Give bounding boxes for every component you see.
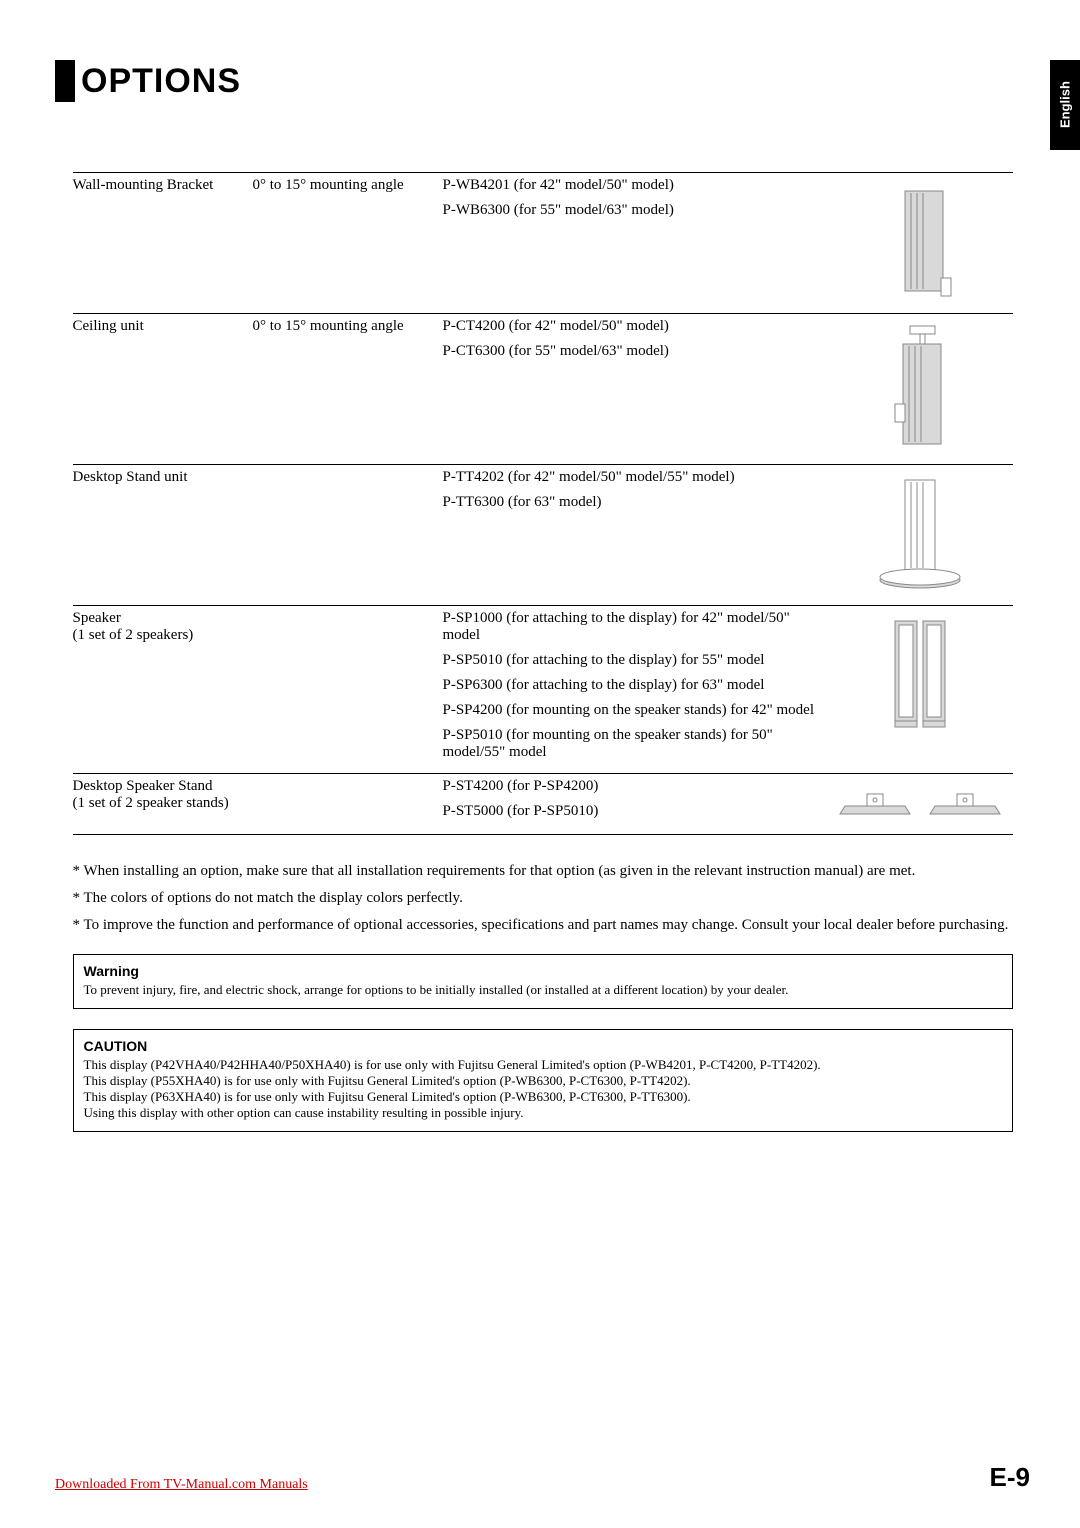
option-name: Speaker (1 set of 2 speakers) — [73, 606, 253, 774]
table-row: Wall-mounting Bracket 0° to 15° mounting… — [73, 173, 1013, 314]
option-spec — [253, 465, 443, 606]
caution-line: Using this display with other option can… — [84, 1105, 1002, 1121]
option-name: Desktop Speaker Stand (1 set of 2 speake… — [73, 774, 253, 835]
table-row: Desktop Speaker Stand (1 set of 2 speake… — [73, 774, 1013, 835]
page-title: OPTIONS — [81, 62, 241, 101]
caution-line: This display (P63XHA40) is for use only … — [84, 1089, 1002, 1105]
desc-line: P-WB4201 (for 42" model/50" model) — [443, 177, 827, 194]
desc-line: P-TT4202 (for 42" model/50" model/55" mo… — [443, 469, 827, 486]
desc-line: P-CT6300 (for 55" model/63" model) — [443, 343, 827, 360]
option-desc: P-ST4200 (for P-SP4200) P-ST5000 (for P-… — [443, 774, 833, 835]
option-spec: 0° to 15° mounting angle — [253, 314, 443, 465]
footer: Downloaded From TV-Manual.com Manuals E-… — [55, 1462, 1030, 1493]
desc-line: P-WB6300 (for 55" model/63" model) — [443, 202, 827, 219]
wall-bracket-icon — [875, 183, 965, 303]
desc-line: P-SP1000 (for attaching to the display) … — [443, 610, 827, 644]
option-spec: 0° to 15° mounting angle — [253, 173, 443, 314]
caution-line: This display (P42VHA40/P42HHA40/P50XHA40… — [84, 1057, 1002, 1073]
desc-line: P-ST5000 (for P-SP5010) — [443, 803, 827, 820]
title-marker — [55, 60, 75, 102]
warning-body: To prevent injury, fire, and electric sh… — [84, 982, 1002, 998]
table-row: Speaker (1 set of 2 speakers) P-SP1000 (… — [73, 606, 1013, 774]
caution-line: This display (P55XHA40) is for use only … — [84, 1073, 1002, 1089]
speaker-icon — [875, 616, 965, 736]
note-line: * The colors of options do not match the… — [73, 890, 1013, 907]
desc-line: P-TT6300 (for 63" model) — [443, 494, 827, 511]
caution-title: CAUTION — [84, 1038, 1002, 1054]
option-image — [833, 774, 1013, 835]
desc-line: P-SP4200 (for mounting on the speaker st… — [443, 702, 827, 719]
option-image — [833, 173, 1013, 314]
desktop-stand-icon — [870, 475, 970, 595]
download-link[interactable]: Downloaded From TV-Manual.com Manuals — [55, 1477, 308, 1493]
table-row: Desktop Stand unit P-TT4202 (for 42" mod… — [73, 465, 1013, 606]
ceiling-unit-icon — [875, 324, 965, 454]
desc-line: P-ST4200 (for P-SP4200) — [443, 778, 827, 795]
option-spec — [253, 774, 443, 835]
option-desc: P-SP1000 (for attaching to the display) … — [443, 606, 833, 774]
page-number: E-9 — [990, 1462, 1030, 1493]
speaker-stand-icon — [835, 784, 1005, 824]
desc-line: P-CT4200 (for 42" model/50" model) — [443, 318, 827, 335]
table-row: Ceiling unit 0° to 15° mounting angle P-… — [73, 314, 1013, 465]
option-name: Wall-mounting Bracket — [73, 173, 253, 314]
notes-section: * When installing an option, make sure t… — [73, 863, 1013, 934]
option-name: Ceiling unit — [73, 314, 253, 465]
option-image — [833, 606, 1013, 774]
option-name: Desktop Stand unit — [73, 465, 253, 606]
desc-line: P-SP5010 (for mounting on the speaker st… — [443, 727, 827, 761]
option-image — [833, 465, 1013, 606]
options-table: Wall-mounting Bracket 0° to 15° mounting… — [73, 172, 1013, 835]
desc-line: P-SP6300 (for attaching to the display) … — [443, 677, 827, 694]
warning-title: Warning — [84, 963, 1002, 979]
option-desc: P-WB4201 (for 42" model/50" model) P-WB6… — [443, 173, 833, 314]
desc-line: P-SP5010 (for attaching to the display) … — [443, 652, 827, 669]
title-bar: OPTIONS — [55, 60, 1030, 102]
note-line: * To improve the function and performanc… — [73, 917, 1013, 934]
warning-box: Warning To prevent injury, fire, and ele… — [73, 954, 1013, 1009]
caution-box: CAUTION This display (P42VHA40/P42HHA40/… — [73, 1029, 1013, 1132]
note-line: * When installing an option, make sure t… — [73, 863, 1013, 880]
language-tab: English — [1050, 60, 1080, 150]
option-image — [833, 314, 1013, 465]
option-desc: P-CT4200 (for 42" model/50" model) P-CT6… — [443, 314, 833, 465]
option-spec — [253, 606, 443, 774]
option-desc: P-TT4202 (for 42" model/50" model/55" mo… — [443, 465, 833, 606]
